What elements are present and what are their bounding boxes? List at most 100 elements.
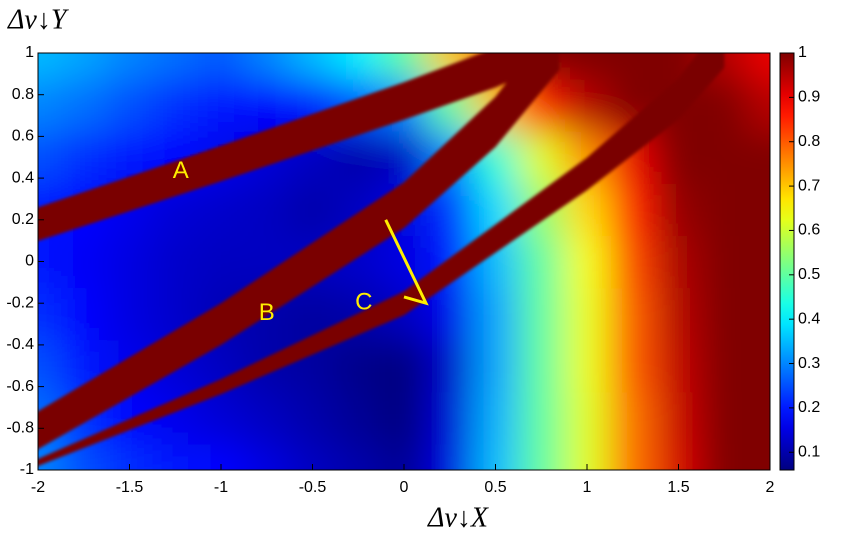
heatmap-cell bbox=[381, 391, 428, 445]
heatmap-cell bbox=[426, 287, 474, 341]
heatmap-cell bbox=[106, 287, 153, 341]
heatmap-cell bbox=[106, 53, 153, 80]
heatmap-cell bbox=[38, 235, 62, 289]
heatmap-cell bbox=[609, 235, 657, 289]
heatmap-cell bbox=[381, 235, 428, 289]
heatmap-cell bbox=[38, 339, 62, 393]
colorbar-tick-label: 1 bbox=[798, 44, 807, 61]
heatmap-cell bbox=[472, 339, 519, 393]
heatmap-cell bbox=[701, 183, 748, 236]
heatmap-cell bbox=[655, 183, 702, 236]
heatmap-cell bbox=[564, 339, 611, 393]
heatmap-cell bbox=[106, 79, 153, 132]
heatmap-cell bbox=[198, 183, 245, 236]
heatmap-cell bbox=[381, 53, 428, 80]
heatmap-cell bbox=[198, 235, 245, 289]
y-tick-label: -0.6 bbox=[6, 378, 34, 395]
heatmap-cell bbox=[747, 53, 770, 80]
heatmap-cell bbox=[38, 287, 62, 341]
heatmap-cell bbox=[198, 391, 245, 445]
colorbar-tick-label: 0.6 bbox=[798, 222, 820, 239]
heatmap-cell bbox=[518, 131, 565, 184]
heatmap-cell bbox=[472, 391, 519, 445]
heatmap-cell bbox=[243, 53, 291, 80]
heatmap-cell bbox=[381, 339, 428, 393]
colorbar-tick-label: 0.3 bbox=[798, 355, 820, 372]
heatmap-cell bbox=[701, 131, 748, 184]
heatmap-cell bbox=[655, 131, 702, 184]
y-tick-label: -0.4 bbox=[6, 336, 34, 353]
heatmap-cell bbox=[701, 79, 748, 132]
heatmap-cell bbox=[335, 443, 382, 470]
heatmap-cell bbox=[564, 53, 611, 80]
annotation: C bbox=[355, 289, 372, 316]
heatmap-cell bbox=[655, 287, 702, 341]
heatmap-cell bbox=[289, 391, 336, 445]
heatmap-cell bbox=[747, 391, 770, 445]
heatmap-cell bbox=[747, 339, 770, 393]
heatmap-cell bbox=[426, 339, 474, 393]
colorbar-tick-label: 0.7 bbox=[798, 177, 820, 194]
bands bbox=[38, 53, 725, 466]
y-tick-label: -1 bbox=[20, 461, 34, 478]
heatmap-cell bbox=[609, 53, 657, 80]
heatmap-cell bbox=[747, 287, 770, 341]
colorbar-tick-label: 0.1 bbox=[798, 443, 820, 460]
heatmap-cell bbox=[60, 79, 108, 132]
x-tick-label: -2 bbox=[31, 479, 45, 496]
heatmap-cell bbox=[701, 443, 748, 470]
colorbar-tick-label: 0.8 bbox=[798, 133, 820, 150]
heatmap-cell bbox=[701, 391, 748, 445]
marker-line bbox=[384, 219, 429, 306]
heatmap-cell bbox=[38, 131, 62, 184]
y-tick-label: 0.4 bbox=[12, 169, 34, 186]
heatmap-cell bbox=[243, 391, 291, 445]
heatmap-cell bbox=[243, 183, 291, 236]
heatmap-cell bbox=[609, 391, 657, 445]
heatmap-cell bbox=[609, 443, 657, 470]
heatmap-cell bbox=[747, 235, 770, 289]
x-axis-label: Δv↓X bbox=[427, 502, 489, 533]
heatmap-cell bbox=[655, 339, 702, 393]
annotation: A bbox=[173, 157, 189, 184]
heatmap-cell bbox=[747, 79, 770, 132]
heatmap-cell bbox=[38, 79, 62, 132]
x-tick-label: 2 bbox=[766, 479, 775, 496]
heatmap-cell bbox=[747, 443, 770, 470]
x-tick-label: 0.5 bbox=[484, 479, 506, 496]
y-tick-label: 0.2 bbox=[12, 211, 34, 228]
heatmap-cell bbox=[518, 235, 565, 289]
band bbox=[38, 53, 551, 241]
y-tick-label: 1 bbox=[25, 44, 34, 61]
y-tick-label: -0.2 bbox=[6, 294, 34, 311]
heatmap-cell bbox=[38, 53, 62, 80]
heatmap-cell bbox=[564, 391, 611, 445]
colorbar-tick-label: 0.5 bbox=[798, 266, 820, 283]
heatmap-cell bbox=[289, 183, 336, 236]
heatmap-cell bbox=[152, 235, 199, 289]
heatmap-cell bbox=[335, 339, 382, 393]
heatmap-cell bbox=[335, 53, 382, 80]
heatmap-cell bbox=[198, 79, 245, 132]
heatmap-cell bbox=[609, 287, 657, 341]
colorbar-tick-label: 0.9 bbox=[798, 89, 820, 106]
y-tick-label: -0.8 bbox=[6, 420, 34, 437]
y-axis-label: Δv↓Y bbox=[7, 4, 70, 35]
heatmap-cell bbox=[335, 391, 382, 445]
y-tick-label: 0.8 bbox=[12, 86, 34, 103]
heatmap-cell bbox=[701, 339, 748, 393]
x-tick-label: 1 bbox=[583, 479, 592, 496]
heatmap-cell bbox=[106, 235, 153, 289]
heatmap-cell bbox=[518, 339, 565, 393]
y-tick-label: 0 bbox=[25, 253, 34, 270]
colorbar bbox=[779, 52, 795, 471]
heatmap-cell bbox=[518, 287, 565, 341]
annotation: B bbox=[259, 299, 275, 326]
band bbox=[38, 53, 560, 450]
heatmap-cell bbox=[60, 235, 108, 289]
heatmap-cell bbox=[152, 443, 199, 470]
heatmap-cell bbox=[655, 391, 702, 445]
heatmap-cell bbox=[60, 53, 108, 80]
heatmap-cell bbox=[518, 443, 565, 470]
heatmap-cell bbox=[60, 443, 108, 470]
